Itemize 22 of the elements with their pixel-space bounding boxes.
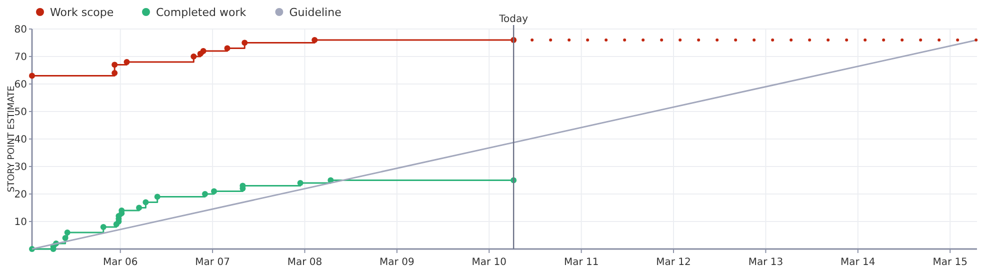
y-tick-label: 70 bbox=[14, 52, 27, 63]
y-tick-label: 10 bbox=[14, 217, 27, 228]
y-tick-label: 30 bbox=[14, 162, 27, 173]
x-tick-label: Mar 07 bbox=[195, 257, 230, 268]
y-tick-label: 80 bbox=[14, 24, 27, 36]
ref-line-label: Today bbox=[498, 14, 528, 25]
y-tick-label: 20 bbox=[14, 190, 27, 200]
x-tick-label: Mar 15 bbox=[932, 257, 968, 268]
x-tick-label: Mar 14 bbox=[840, 257, 876, 268]
x-tick-label: Mar 13 bbox=[748, 257, 784, 268]
legend-label: Guideline bbox=[289, 6, 342, 19]
x-tick-label: Mar 06 bbox=[102, 257, 138, 268]
x-tick-label: Mar 09 bbox=[380, 257, 414, 268]
x-tick-label: Mar 10 bbox=[472, 257, 507, 268]
x-tick-label: Mar 11 bbox=[564, 257, 599, 268]
x-tick-label: Mar 12 bbox=[656, 257, 691, 268]
y-tick-label: 40 bbox=[14, 134, 27, 146]
legend-label: Completed work bbox=[156, 6, 247, 19]
x-tick-label: Mar 08 bbox=[287, 257, 322, 268]
y-tick-label: 60 bbox=[14, 80, 27, 90]
legend-label: Work scope bbox=[50, 6, 114, 19]
y-tick-label: 50 bbox=[14, 107, 27, 118]
